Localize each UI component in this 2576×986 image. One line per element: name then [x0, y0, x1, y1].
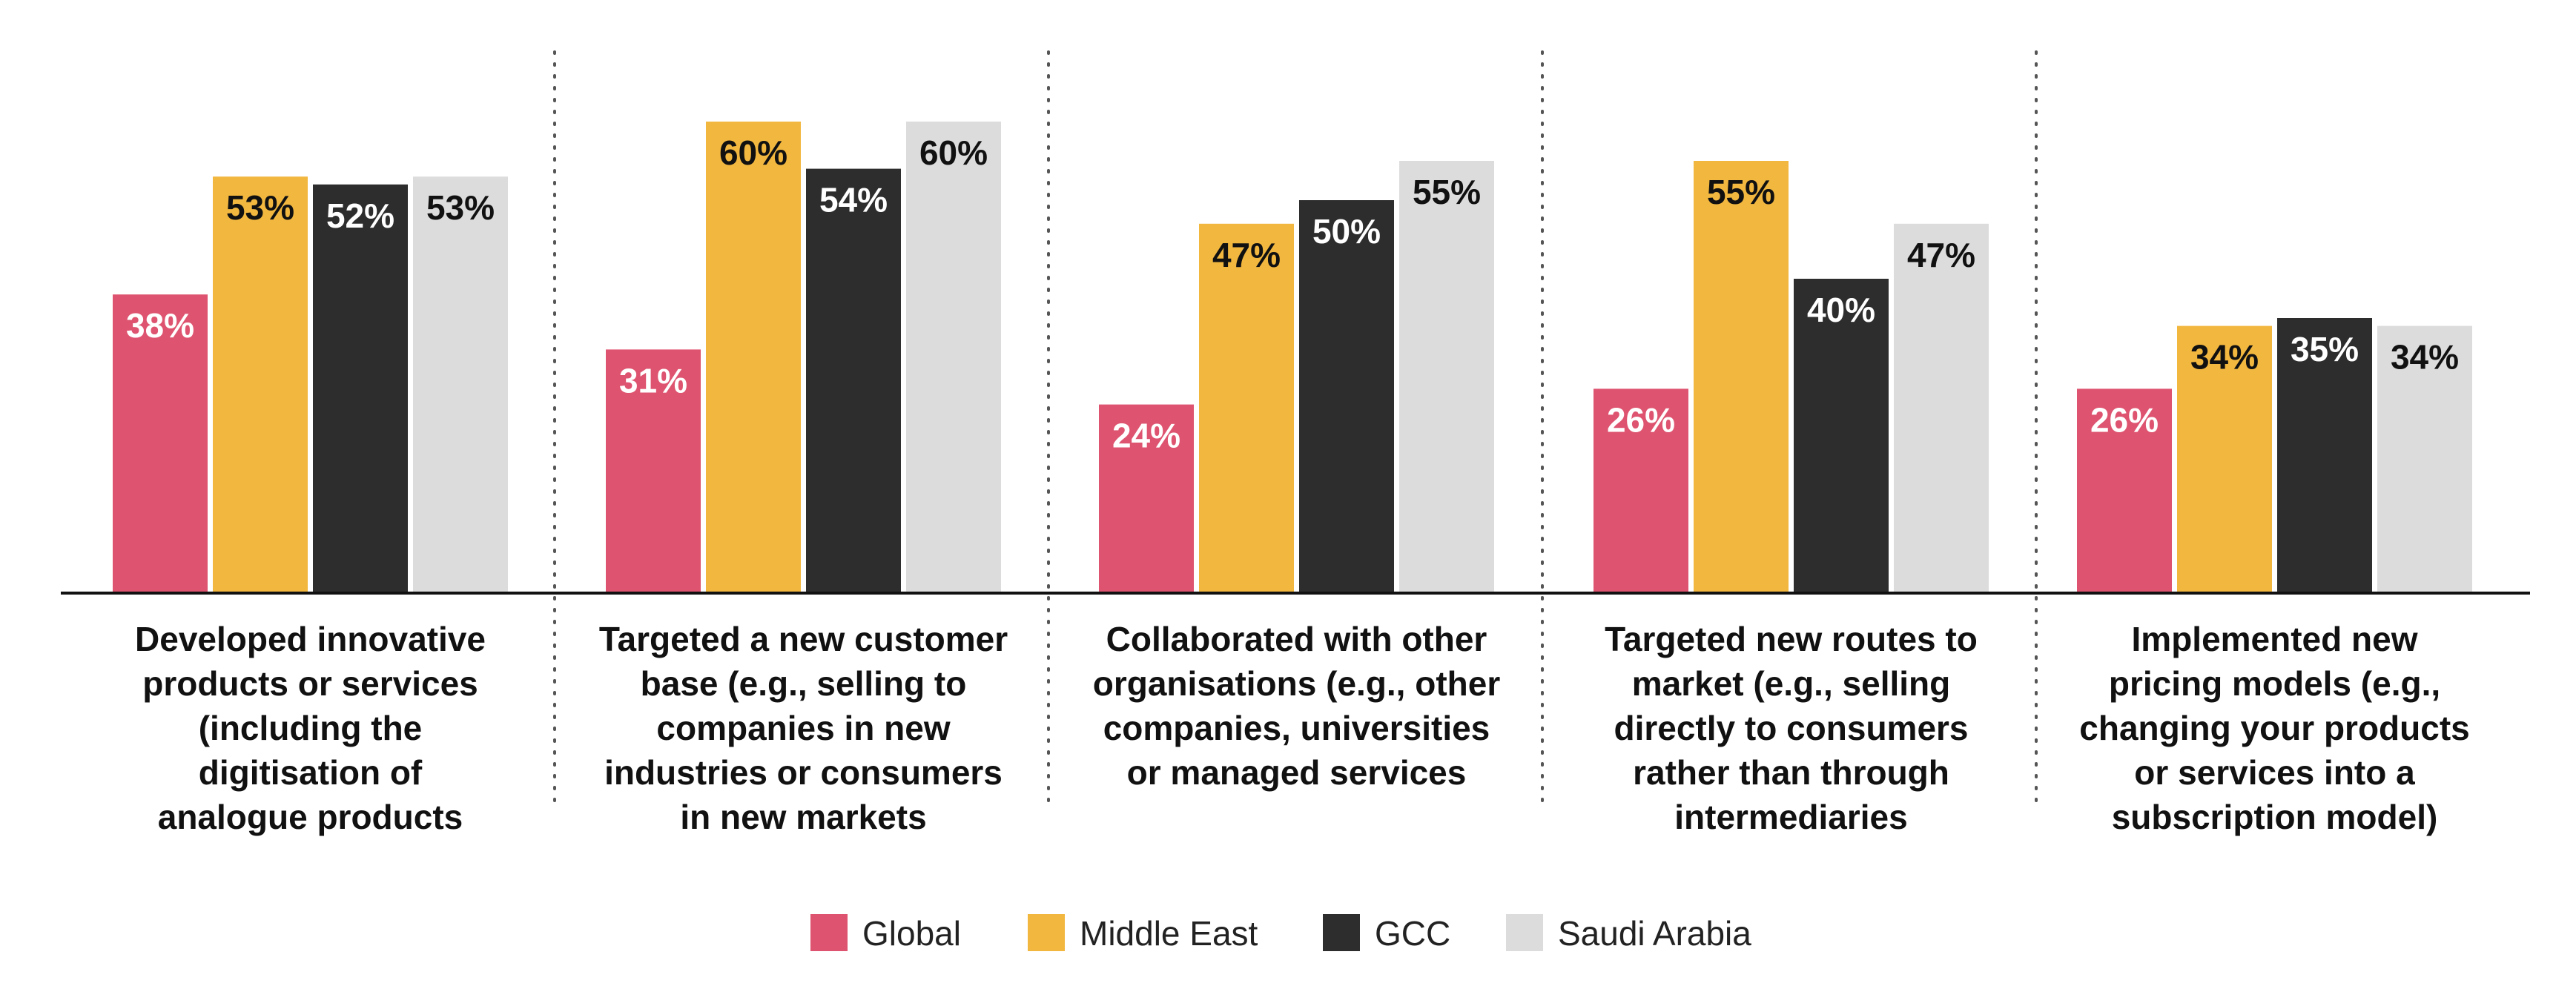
bar-saudi-arabia-2: [906, 122, 1001, 593]
bar-value-label: 54%: [819, 181, 888, 219]
bar-saudi-arabia-4: [1894, 223, 1989, 593]
bar-middle-east-3: [1199, 223, 1294, 593]
bar-value-label: 26%: [2090, 400, 2159, 439]
bar-middle-east-1: [213, 176, 308, 593]
bar-value-label: 55%: [1707, 173, 1775, 211]
bar-value-label: 40%: [1807, 291, 1875, 329]
bar-value-label: 34%: [2391, 338, 2459, 377]
legend-swatch: [1028, 914, 1065, 951]
legend-label: Global: [862, 914, 961, 953]
bar-value-label: 55%: [1413, 173, 1481, 211]
legend-item-global: Global: [810, 914, 961, 953]
category-label-4: Targeted new routes to market (e.g., sell…: [1605, 620, 1978, 836]
bar-saudi-arabia-5: [2377, 325, 2472, 593]
bar-middle-east-2: [706, 122, 801, 593]
legend-swatch: [810, 914, 848, 951]
bar-global-1: [113, 294, 208, 593]
category-labels: Developed innovative products or services…: [135, 620, 2470, 836]
bar-value-label: 60%: [919, 133, 988, 172]
bar-value-label: 50%: [1312, 212, 1381, 251]
bar-middle-east-4: [1694, 161, 1789, 593]
group-dividers: [553, 50, 2038, 810]
bar-global-5: [2077, 388, 2172, 593]
bar-value-label: 26%: [1607, 400, 1675, 439]
bar-global-2: [606, 349, 701, 593]
legend-item-gcc: GCC: [1323, 914, 1450, 953]
bar-value-label: 47%: [1212, 236, 1281, 274]
bar-value-label: 52%: [326, 196, 394, 235]
bar-gcc-1: [313, 184, 408, 594]
bar-gcc-5: [2277, 318, 2372, 593]
legend-label: Middle East: [1080, 914, 1258, 953]
legend-label: Saudi Arabia: [1558, 914, 1751, 953]
bar-value-label: 31%: [619, 361, 687, 400]
bar-value-label: 53%: [426, 188, 495, 227]
legend: Global Middle East GCC Saudi Arabia: [810, 914, 1751, 953]
bar-value-label: 34%: [2190, 338, 2259, 377]
bar-middle-east-5: [2177, 325, 2272, 593]
bar-global-3: [1099, 404, 1194, 593]
legend-item-middle-east: Middle East: [1028, 914, 1258, 953]
bar-saudi-arabia-1: [413, 176, 508, 593]
legend-label: GCC: [1375, 914, 1450, 953]
bar-gcc-3: [1299, 200, 1394, 593]
bar-value-label: 35%: [2291, 330, 2359, 368]
category-label-2: Targeted a new customer base (e.g., selli…: [599, 620, 1008, 836]
legend-swatch: [1323, 914, 1360, 951]
category-label-1: Developed innovative products or services…: [135, 620, 486, 836]
legend-swatch: [1506, 914, 1543, 951]
bar-value-label: 60%: [719, 133, 787, 172]
bar-global-4: [1594, 388, 1688, 593]
legend-item-saudi-arabia: Saudi Arabia: [1506, 914, 1751, 953]
bar-value-label: 53%: [226, 188, 294, 227]
bar-value-label: 24%: [1112, 417, 1180, 455]
bars-layer: 38% 53% 52% 53% 31% 60% 54% 60% 24% 47% 50% 55% 26% 5…: [113, 122, 2472, 594]
bar-saudi-arabia-3: [1399, 161, 1494, 593]
bar-gcc-4: [1794, 279, 1889, 593]
bar-value-label: 47%: [1907, 236, 1975, 274]
bar-gcc-2: [806, 168, 901, 594]
category-label-3: Collaborated with other organisations (e.…: [1093, 620, 1501, 792]
bar-value-label: 38%: [126, 306, 194, 345]
category-label-5: Implemented new pricing models (e.g., chan…: [2079, 620, 2469, 836]
